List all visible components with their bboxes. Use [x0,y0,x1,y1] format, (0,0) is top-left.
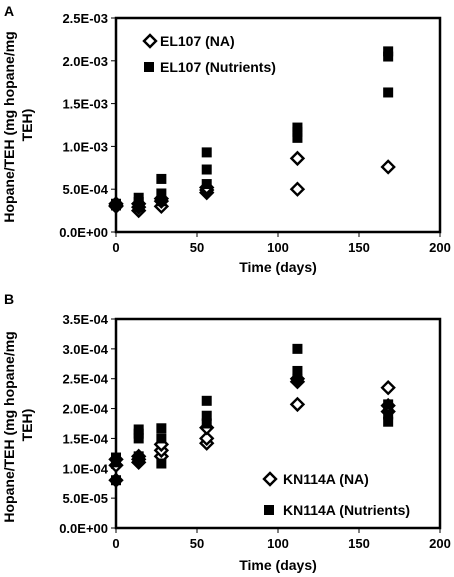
point-square-b-16 [383,416,394,427]
y-axis-label-a: Hopane/TEH (mg hopane/mg TEH) [1,27,35,222]
y-axis-label-a-line1: Hopane/TEH (mg hopane/mg [1,31,17,222]
y-tick-label-b-2: 1.0E-04 [62,461,108,476]
y-ticks-b: 0.0E+00 5.0E-05 1.0E-04 1.5E-04 2.0E-04 2.5E-… [59,312,116,536]
y-tick-label-a-2: 1.0E-03 [62,139,108,154]
legend-marker-diamond-a [142,33,158,49]
x-tick-label-b-4: 200 [429,536,451,551]
legend-label-el107-nutrients: EL107 (Nutrients) [160,59,276,75]
point-square-b-7 [156,458,167,469]
point-square-a-6 [156,196,167,207]
point-diamond-a-12 [289,181,306,197]
point-square-a-11 [201,147,212,158]
point-square-a-10 [201,164,212,175]
y-tick-label-b-1: 5.0E-05 [62,491,108,506]
legend-marker-square-a [144,62,154,72]
point-diamond-b-10 [199,430,215,447]
point-square-a-9 [201,179,212,190]
x-tick-label-a-4: 200 [429,240,451,255]
point-square-b-14 [292,365,303,376]
legend-b: KN114A (NA) KN114A (Nutrients) [262,471,410,518]
x-axis-label-a: Time (days) [239,259,317,275]
point-square-b-13 [292,373,303,384]
y-axis-label-b: Hopane/TEH (mg hopane/mg TEH) [1,327,35,522]
legend-marker-square-b [264,505,274,515]
point-diamond-a-14 [380,159,396,175]
y-tick-label-b-4: 2.0E-04 [62,402,108,417]
chart-panel-b: B Time (days) Hopane/TEH (mg hopane/mg T… [1,291,451,573]
y-tick-label-b-3: 1.5E-04 [62,431,108,446]
x-tick-label-a-2: 100 [267,240,289,255]
y-tick-label-a-4: 2.0E-03 [62,54,108,69]
point-diamond-b-17 [380,379,396,396]
point-square-b-11 [201,410,212,421]
point-square-a-17 [383,46,394,57]
x-axis-label-b: Time (days) [239,557,317,573]
data-points-a [108,46,396,219]
y-tick-label-a-5: 2.5E-03 [62,11,108,26]
point-square-a-8 [156,173,167,184]
point-square-b-0 [111,475,121,486]
point-square-b-17 [383,409,394,420]
data-points-b [108,343,396,488]
panel-letter-b: B [4,291,14,307]
point-square-b-9 [156,423,167,434]
point-square-b-8 [156,433,167,444]
x-ticks-b: 0 50 100 150 200 [112,528,451,551]
point-square-b-6 [133,424,144,435]
point-diamond-b-12 [289,396,306,413]
point-square-b-15 [292,343,303,354]
point-square-b-3 [133,451,144,462]
point-square-b-2 [111,452,121,463]
legend-marker-diamond-b [262,471,278,487]
point-square-a-12 [292,132,303,143]
y-ticks-a: 0.0E+00 5.0E-04 1.0E-03 1.5E-03 2.0E-03 2.5E-… [59,11,116,240]
y-tick-label-a-1: 5.0E-04 [62,182,108,197]
x-tick-label-b-0: 0 [112,536,119,551]
y-axis-label-a-line2: TEH) [19,109,35,142]
point-diamond-a-13 [289,150,306,167]
x-tick-label-b-1: 50 [190,536,204,551]
x-tick-label-a-0: 0 [112,240,119,255]
point-square-a-7 [156,188,167,199]
y-tick-label-b-5: 2.5E-04 [62,372,108,387]
point-square-a-14 [292,122,303,133]
y-tick-label-a-3: 1.5E-03 [62,97,108,112]
panel-letter-a: A [4,3,14,19]
legend-label-kn114a-nutrients: KN114A (Nutrients) [283,502,410,518]
x-tick-label-b-2: 100 [267,536,289,551]
point-square-a-15 [383,87,394,98]
y-tick-label-b-7: 3.5E-04 [62,312,108,327]
y-tick-label-b-0: 0.0E+00 [59,521,108,536]
point-square-a-2 [111,199,121,210]
legend-label-kn114a-na: KN114A (NA) [283,471,369,487]
y-axis-label-b-line2: TEH) [19,409,35,442]
x-tick-label-b-3: 150 [348,536,370,551]
chart-panel-a: A Time (days) Hopane/TEH (mg hopane/mg T… [1,3,451,275]
point-square-b-18 [383,399,394,410]
point-square-b-12 [201,395,212,406]
legend-label-el107-na: EL107 (NA) [160,33,235,49]
y-tick-label-a-0: 0.0E+00 [59,225,108,240]
legend-a: EL107 (NA) EL107 (Nutrients) [142,33,276,75]
y-tick-label-b-6: 3.0E-04 [62,342,108,357]
y-axis-label-b-line1: Hopane/TEH (mg hopane/mg [1,331,17,522]
x-tick-label-a-1: 50 [190,240,204,255]
point-square-b-10 [201,418,212,429]
point-square-a-16 [383,51,394,62]
point-square-a-5 [133,192,144,203]
x-ticks-a: 0 50 100 150 200 [112,232,451,255]
point-square-a-3 [133,202,144,213]
x-tick-label-a-3: 150 [348,240,370,255]
